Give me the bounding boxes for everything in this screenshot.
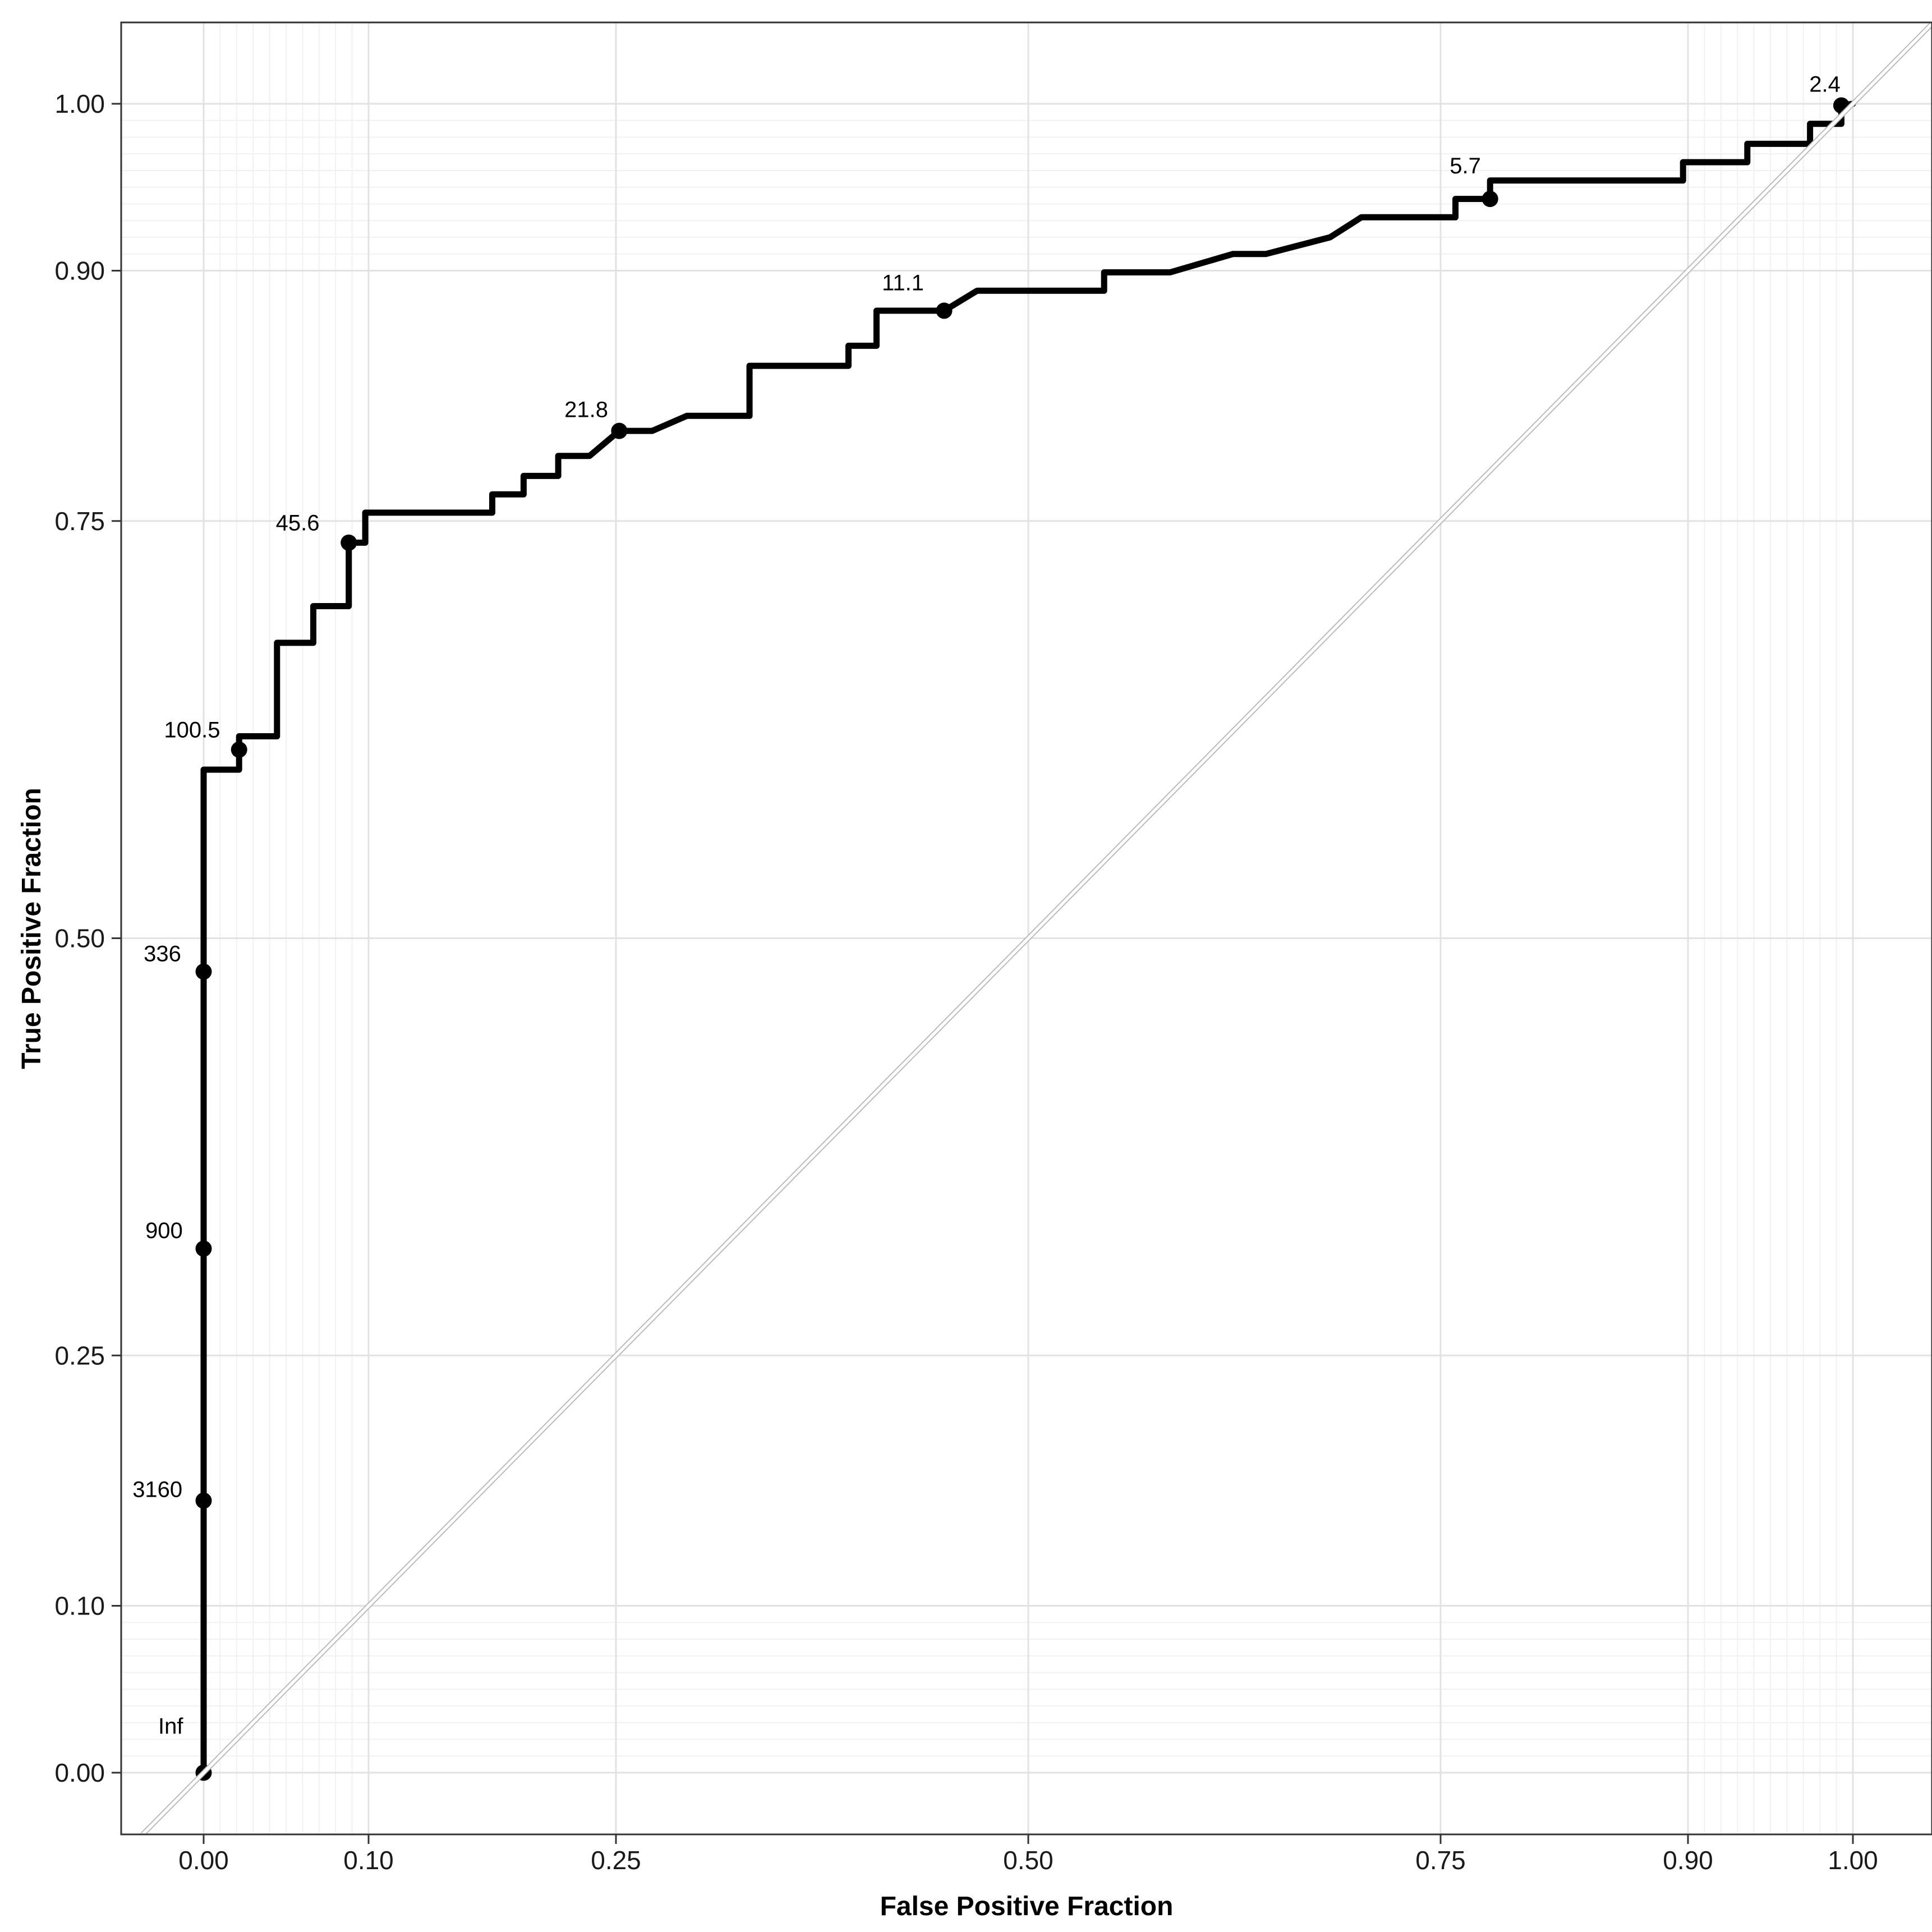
x-axis-tick-label: 0.50 bbox=[1003, 1846, 1054, 1875]
cutoff-label: Inf bbox=[158, 1714, 183, 1739]
cutoff-labels-group: Inf 3160 900 336 100.5 45.6 21.8 11.1 5.7 2.4 bbox=[132, 72, 1841, 1738]
y-axis-tick-label: 1.00 bbox=[54, 89, 105, 118]
cutoff-label: 100.5 bbox=[164, 718, 220, 743]
cutoff-label: 5.7 bbox=[1450, 154, 1481, 178]
x-axis-tick-label: 0.00 bbox=[178, 1846, 229, 1875]
y-axis-title: True Positive Fraction bbox=[17, 788, 47, 1069]
panel-border bbox=[120, 21, 1932, 1836]
x-axis-tick-label: 0.75 bbox=[1415, 1846, 1466, 1875]
diagonal-reference-group bbox=[141, 22, 1932, 1834]
cutoff-dot bbox=[195, 1240, 212, 1257]
roc-curve-path bbox=[200, 100, 1856, 1776]
x-axis-tick-label: 0.90 bbox=[1663, 1846, 1713, 1875]
cutoff-label: 21.8 bbox=[564, 397, 608, 422]
cutoff-dot bbox=[936, 302, 953, 319]
cutoff-dot bbox=[195, 1492, 212, 1509]
panel-content bbox=[141, 22, 1932, 1834]
axis-tick-labels-group: 0.00 0.10 0.25 0.50 0.75 0.90 1.00 0.00 0.10 0.25… bbox=[54, 89, 1878, 1875]
y-axis-tick-label: 0.25 bbox=[54, 1341, 105, 1370]
cutoff-dot bbox=[1482, 191, 1498, 208]
grid-major bbox=[121, 22, 1932, 1834]
roc-curve-group bbox=[200, 100, 1856, 1776]
cutoff-label: 3160 bbox=[132, 1477, 182, 1502]
cutoff-label: 336 bbox=[144, 941, 181, 966]
cutoff-label: 2.4 bbox=[1809, 72, 1841, 96]
grid-minor bbox=[121, 22, 1932, 1834]
plot-panel-background bbox=[121, 22, 1932, 1834]
cutoff-dot bbox=[341, 534, 357, 551]
x-axis-tick-label: 0.25 bbox=[591, 1846, 641, 1875]
cutoff-dot bbox=[195, 963, 212, 980]
axis-ticks-group bbox=[112, 103, 1854, 1844]
cutoff-label: 11.1 bbox=[882, 270, 924, 295]
x-axis-title: False Positive Fraction bbox=[880, 1892, 1174, 1921]
cutoff-dot bbox=[611, 422, 628, 439]
y-axis-tick-label: 0.50 bbox=[54, 924, 105, 953]
y-axis-tick-label: 0.75 bbox=[54, 507, 105, 536]
x-axis-tick-label: 0.10 bbox=[343, 1846, 394, 1875]
cutoff-label: 45.6 bbox=[276, 511, 320, 536]
diagonal-reference-line-core bbox=[141, 22, 1932, 1834]
x-axis-tick-label: 1.00 bbox=[1828, 1846, 1878, 1875]
y-axis-tick-label: 0.00 bbox=[54, 1758, 105, 1787]
cutoff-dot bbox=[231, 741, 247, 758]
y-axis-tick-label: 0.90 bbox=[54, 256, 105, 286]
cutoff-label: 900 bbox=[145, 1218, 183, 1243]
y-axis-tick-label: 0.10 bbox=[54, 1591, 105, 1621]
